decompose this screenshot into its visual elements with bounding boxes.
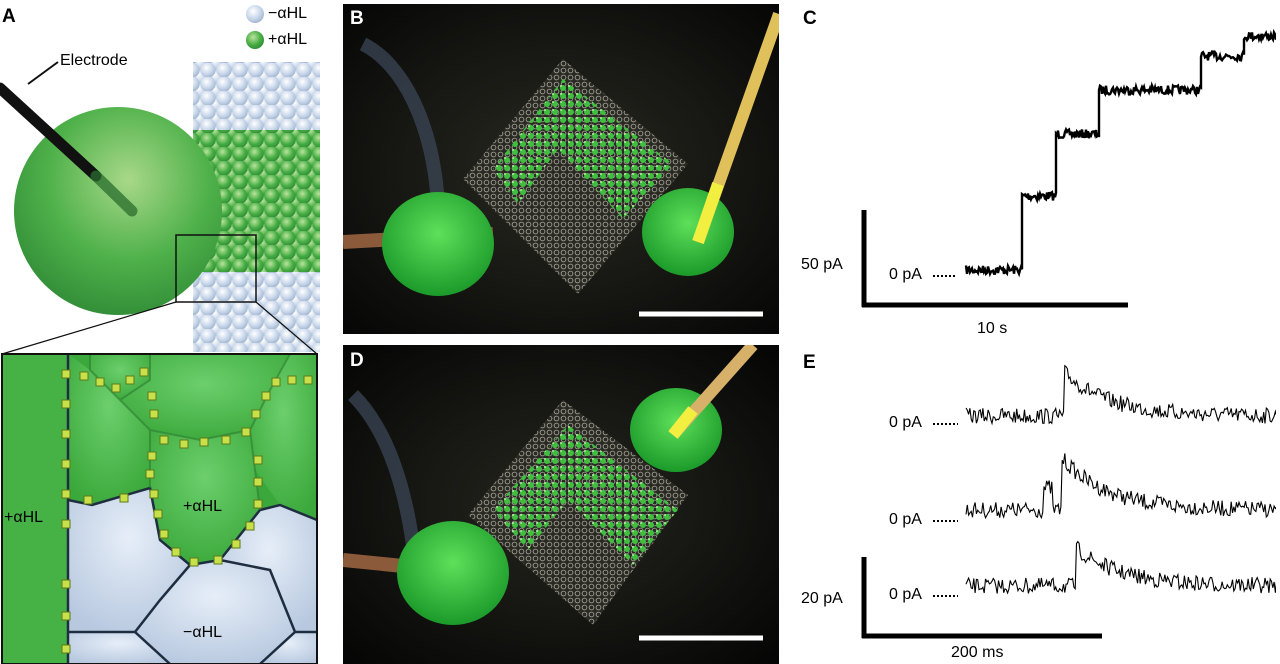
panel-d-letter: D <box>350 350 364 371</box>
left-disc <box>382 192 494 296</box>
gel-block <box>463 59 688 294</box>
electrode <box>0 82 102 182</box>
c-zero-label: 0 pA <box>889 266 922 283</box>
e-zero-label-3: 0 pA <box>889 586 922 603</box>
green-chevron <box>493 425 678 565</box>
inset-blue-left <box>68 488 190 632</box>
e-x-scale-label: 200 ms <box>951 644 1004 661</box>
event-trace-2 <box>965 453 1276 520</box>
electrode-leader-line <box>27 61 59 85</box>
electrode-label: Electrode <box>60 52 128 69</box>
right-disc <box>642 188 734 276</box>
inset-blue-center <box>135 560 295 664</box>
event-trace-3 <box>965 540 1276 595</box>
gel-block <box>468 400 688 625</box>
left-disc <box>397 521 509 625</box>
green-chevron <box>493 79 673 219</box>
large-droplet <box>14 107 222 315</box>
zoom-line-left <box>1 301 177 355</box>
e-zero-label-2: 0 pA <box>889 511 922 528</box>
inset-left-label: +αHL <box>4 509 44 526</box>
panel-e-traces <box>861 364 1276 639</box>
zoom-box <box>175 234 257 303</box>
panel-b-letter: B <box>350 8 364 29</box>
inset-left-cell <box>2 354 68 664</box>
inset-blue-bottom-right <box>260 632 317 664</box>
inset-cell-top-mid <box>90 354 150 400</box>
inset-cell-center <box>150 430 260 565</box>
e-zero-label-1: 0 pA <box>889 414 922 431</box>
current-trace <box>964 28 1276 278</box>
pore-markers <box>61 367 313 654</box>
legend-minus-bead <box>246 5 264 23</box>
inset-cell-top-right <box>120 354 290 440</box>
panel-d-photo <box>343 345 779 664</box>
legend-minus-label: −αHL <box>268 5 308 22</box>
inset-cell-right-upper <box>250 354 317 520</box>
inset-center-label: +αHL <box>183 498 223 515</box>
inset-bottom-label: −αHL <box>183 624 223 641</box>
zoom-line-right <box>255 301 318 355</box>
electrode-tip <box>90 170 138 217</box>
panel-b-photo <box>343 4 779 334</box>
legend-plus-label: +αHL <box>268 31 308 48</box>
panel-a-letter: A <box>2 6 16 27</box>
inset-diagram <box>2 354 317 664</box>
inset-frame <box>1 353 318 664</box>
panel-c-trace <box>861 28 1276 308</box>
inset-blue-bottom-left <box>68 632 170 664</box>
legend-plus-bead <box>246 31 264 49</box>
panel-c-letter: C <box>803 8 817 29</box>
c-x-scale-label: 10 s <box>977 320 1008 337</box>
e-y-scale-label: 20 pA <box>801 590 843 607</box>
c-y-scale-label: 50 pA <box>801 256 843 273</box>
panel-e-letter: E <box>803 352 816 373</box>
event-trace-1 <box>965 364 1276 426</box>
inset-cell-top-left <box>68 354 150 505</box>
panel-a-diagram <box>0 5 320 664</box>
